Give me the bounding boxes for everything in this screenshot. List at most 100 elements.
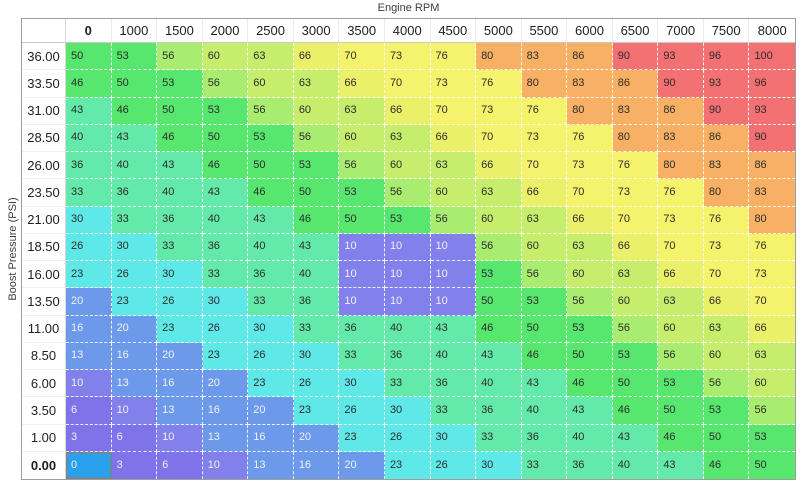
table-cell[interactable]: 66 (339, 70, 385, 98)
table-cell[interactable]: 50 (658, 397, 704, 425)
table-cell[interactable]: 30 (339, 370, 385, 398)
table-cell[interactable]: 33 (476, 424, 522, 452)
table-cell[interactable]: 36 (157, 206, 203, 234)
table-cell[interactable]: 36 (476, 397, 522, 425)
table-cell[interactable]: 53 (612, 342, 659, 370)
table-cell[interactable]: 23 (293, 397, 340, 425)
table-cell[interactable]: 20 (66, 288, 112, 316)
table-cell[interactable]: 63 (430, 152, 477, 180)
table-cell[interactable]: 40 (384, 315, 431, 343)
table-cell[interactable]: 10 (430, 288, 477, 316)
table-cell[interactable]: 26 (111, 261, 158, 289)
table-cell[interactable]: 50 (339, 206, 385, 234)
table-cell[interactable]: 16 (66, 315, 112, 343)
table-cell[interactable]: 26 (339, 397, 385, 425)
table-cell[interactable]: 70 (703, 261, 750, 289)
row-header[interactable]: 21.00 (22, 206, 66, 234)
table-cell[interactable]: 13 (248, 451, 294, 479)
table-cell[interactable]: 46 (202, 152, 249, 180)
table-cell[interactable]: 80 (658, 152, 704, 180)
table-cell[interactable]: 83 (521, 43, 568, 71)
table-cell[interactable]: 80 (476, 43, 522, 71)
table-cell[interactable]: 66 (384, 97, 431, 125)
table-cell[interactable]: 6 (157, 451, 203, 479)
table-cell[interactable]: 46 (567, 370, 613, 398)
table-cell[interactable]: 70 (749, 288, 795, 316)
table-cell[interactable]: 76 (521, 97, 568, 125)
table-cell[interactable]: 26 (293, 370, 340, 398)
table-cell[interactable]: 66 (749, 315, 795, 343)
table-cell[interactable]: 30 (157, 261, 203, 289)
table-cell[interactable]: 26 (430, 451, 477, 479)
table-cell[interactable]: 70 (339, 43, 385, 71)
table-cell[interactable]: 60 (430, 179, 477, 207)
selected-cell[interactable]: 0 (66, 451, 112, 479)
table-cell[interactable]: 60 (521, 233, 568, 261)
table-cell[interactable]: 46 (111, 97, 158, 125)
table-cell[interactable]: 43 (476, 342, 522, 370)
table-cell[interactable]: 40 (612, 451, 659, 479)
table-cell[interactable]: 83 (567, 70, 613, 98)
table-cell[interactable]: 63 (476, 179, 522, 207)
table-cell[interactable]: 53 (157, 70, 203, 98)
table-cell[interactable]: 53 (703, 397, 750, 425)
table-cell[interactable]: 46 (476, 315, 522, 343)
table-cell[interactable]: 93 (749, 97, 795, 125)
table-cell[interactable]: 70 (612, 206, 659, 234)
table-cell[interactable]: 76 (612, 152, 659, 180)
table-cell[interactable]: 46 (248, 179, 294, 207)
table-cell[interactable]: 23 (384, 451, 431, 479)
col-header[interactable]: 4500 (430, 19, 477, 43)
table-cell[interactable]: 40 (567, 424, 613, 452)
table-cell[interactable]: 16 (157, 370, 203, 398)
table-cell[interactable]: 20 (339, 451, 385, 479)
table-cell[interactable]: 90 (658, 70, 704, 98)
row-header[interactable]: 28.50 (22, 124, 66, 152)
table-cell[interactable]: 46 (157, 124, 203, 152)
table-cell[interactable]: 86 (567, 43, 613, 71)
table-cell[interactable]: 53 (293, 152, 340, 180)
table-cell[interactable]: 53 (567, 315, 613, 343)
table-cell[interactable]: 63 (339, 97, 385, 125)
table-cell[interactable]: 63 (248, 43, 294, 71)
table-cell[interactable]: 63 (293, 70, 340, 98)
table-cell[interactable]: 23 (111, 288, 158, 316)
table-cell[interactable]: 3 (111, 451, 158, 479)
table-cell[interactable]: 33 (202, 261, 249, 289)
table-cell[interactable]: 23 (339, 424, 385, 452)
table-cell[interactable]: 50 (703, 424, 750, 452)
table-cell[interactable]: 60 (658, 315, 704, 343)
table-cell[interactable]: 10 (384, 233, 431, 261)
table-cell[interactable]: 66 (521, 179, 568, 207)
table-cell[interactable]: 56 (293, 124, 340, 152)
table-cell[interactable]: 70 (476, 124, 522, 152)
table-cell[interactable]: 43 (157, 152, 203, 180)
table-cell[interactable]: 30 (248, 315, 294, 343)
table-cell[interactable]: 16 (248, 424, 294, 452)
col-header[interactable]: 3500 (339, 19, 385, 43)
table-cell[interactable]: 36 (384, 342, 431, 370)
row-header[interactable]: 13.50 (22, 288, 66, 316)
table-cell[interactable]: 10 (157, 424, 203, 452)
col-header[interactable]: 4000 (384, 19, 431, 43)
table-cell[interactable]: 10 (430, 261, 477, 289)
table-cell[interactable]: 30 (293, 342, 340, 370)
table-cell[interactable]: 66 (658, 261, 704, 289)
table-cell[interactable]: 93 (703, 70, 750, 98)
table-cell[interactable]: 10 (384, 261, 431, 289)
col-header[interactable]: 7500 (703, 19, 750, 43)
table-cell[interactable]: 83 (658, 124, 704, 152)
table-cell[interactable]: 90 (703, 97, 750, 125)
table-cell[interactable]: 60 (293, 97, 340, 125)
table-cell[interactable]: 10 (339, 288, 385, 316)
table-cell[interactable]: 46 (612, 397, 659, 425)
table-cell[interactable]: 73 (703, 233, 750, 261)
col-header[interactable]: 1500 (157, 19, 203, 43)
table-cell[interactable]: 23 (66, 261, 112, 289)
table-cell[interactable]: 50 (66, 43, 112, 71)
table-cell[interactable]: 33 (66, 179, 112, 207)
table-cell[interactable]: 10 (384, 288, 431, 316)
table-cell[interactable]: 40 (293, 261, 340, 289)
col-header[interactable]: 1000 (111, 19, 158, 43)
table-cell[interactable]: 53 (658, 370, 704, 398)
